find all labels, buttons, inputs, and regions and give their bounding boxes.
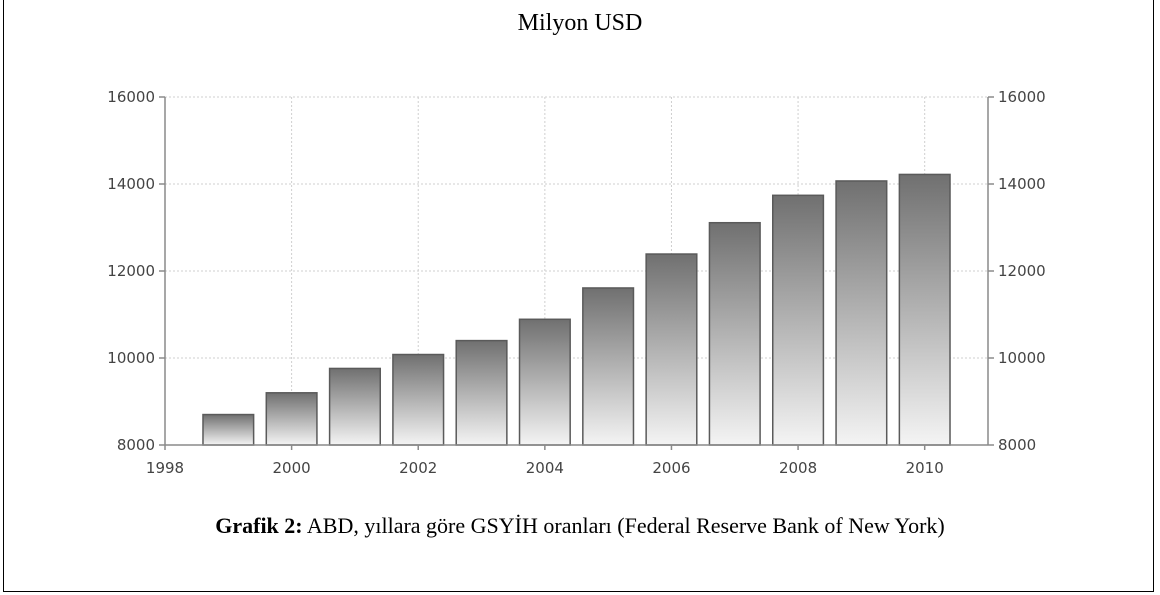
bar-2007 <box>708 221 761 446</box>
x-tick-label-2008: 2008 <box>779 459 817 477</box>
bar-2008 <box>772 194 825 446</box>
bar-2009 <box>835 180 888 446</box>
y-tick-label-left-14000: 14000 <box>107 175 155 193</box>
y-tick-label-left-12000: 12000 <box>107 262 155 280</box>
x-tick-label-2004: 2004 <box>526 459 564 477</box>
bar-2003 <box>455 339 508 446</box>
y-tick-label-left-8000: 8000 <box>117 436 155 454</box>
y-tick-label-left-10000: 10000 <box>107 349 155 367</box>
x-tick-label-2002: 2002 <box>399 459 437 477</box>
figure-frame <box>3 0 1154 592</box>
bar-2004 <box>518 318 571 446</box>
y-tick-label-right-16000: 16000 <box>998 88 1046 106</box>
caption-label: Grafik 2: <box>215 513 303 538</box>
y-tick-label-right-14000: 14000 <box>998 175 1046 193</box>
y-tick-label-right-8000: 8000 <box>998 436 1036 454</box>
bar-2010 <box>898 173 951 446</box>
bar-2002 <box>392 353 445 446</box>
bars <box>202 173 951 446</box>
y-tick-label-left-16000: 16000 <box>107 88 155 106</box>
axes <box>159 96 994 450</box>
gdp-bar-chart: 8000 8000 10000 10000 12000 12000 14000 14000 16… <box>107 88 1045 477</box>
bar-2001 <box>328 367 381 446</box>
bar-2000 <box>265 392 318 446</box>
bar-1999 <box>202 413 255 446</box>
y-tick-label-right-10000: 10000 <box>998 349 1046 367</box>
bar-2006 <box>645 253 698 446</box>
figure-caption: Grafik 2: ABD, yıllara göre GSYİH oranla… <box>0 513 1160 539</box>
x-tick-label-2010: 2010 <box>906 459 944 477</box>
bar-2005 <box>582 287 635 446</box>
x-tick-label-1998: 1998 <box>146 459 184 477</box>
y-tick-label-right-12000: 12000 <box>998 262 1046 280</box>
tick-labels: 8000 8000 10000 10000 12000 12000 14000 14000 16… <box>107 88 1045 477</box>
x-tick-label-2000: 2000 <box>273 459 311 477</box>
x-tick-label-2006: 2006 <box>652 459 690 477</box>
chart-unit-title: Milyon USD <box>517 10 643 36</box>
caption-text: ABD, yıllara göre GSYİH oranları (Federa… <box>302 513 945 538</box>
